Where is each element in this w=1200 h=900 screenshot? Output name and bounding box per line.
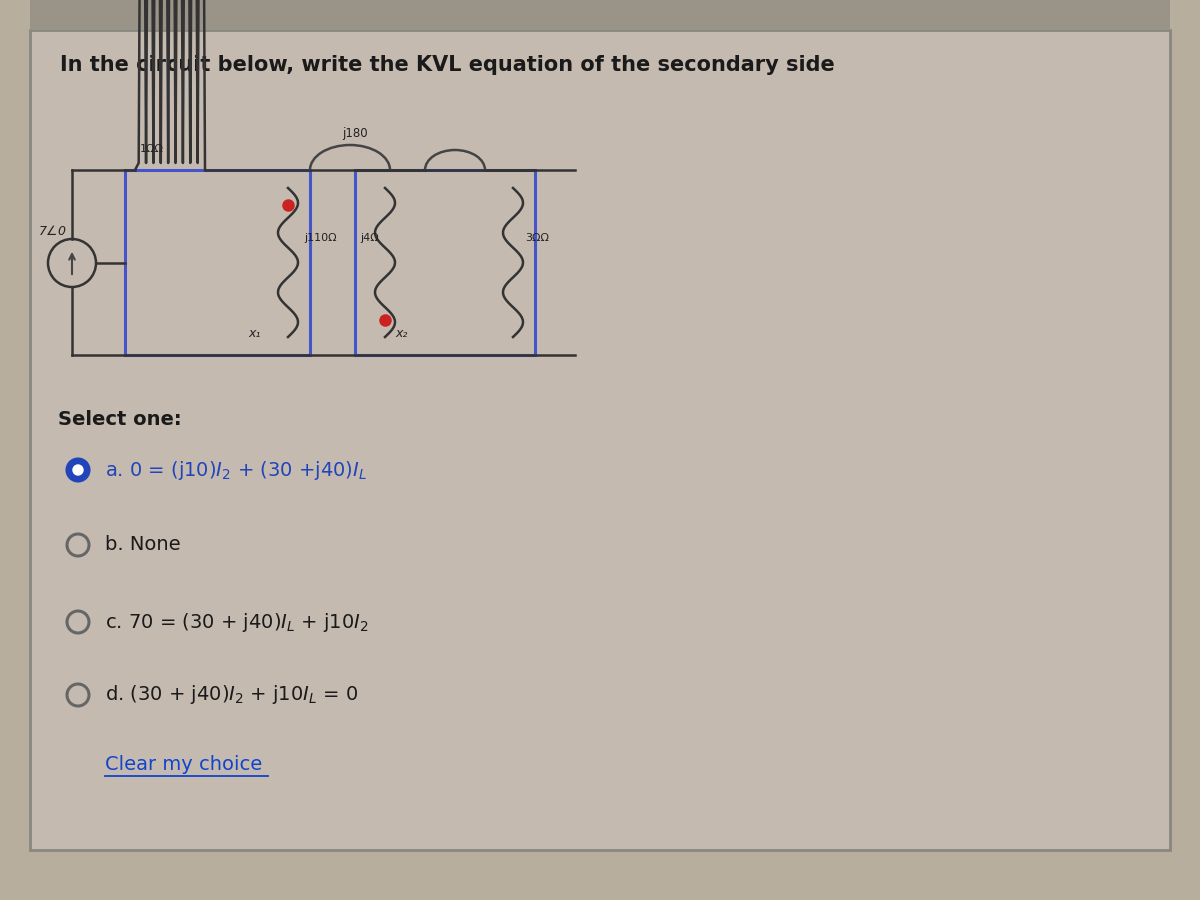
Text: j180: j180 xyxy=(342,127,368,140)
Text: j110Ω: j110Ω xyxy=(304,233,337,243)
Text: d. (30 + j40)$I_2$ + j10$I_L$ = 0: d. (30 + j40)$I_2$ + j10$I_L$ = 0 xyxy=(106,683,359,706)
Text: x₂: x₂ xyxy=(395,327,407,340)
Circle shape xyxy=(73,465,83,475)
Text: j4Ω: j4Ω xyxy=(360,233,379,243)
Text: x₁: x₁ xyxy=(248,327,260,340)
Text: Select one:: Select one: xyxy=(58,410,181,429)
Text: c. 70 = (30 + j40)$I_L$ + j10$I_2$: c. 70 = (30 + j40)$I_L$ + j10$I_2$ xyxy=(106,610,368,634)
Text: 1ΩΩ: 1ΩΩ xyxy=(140,144,164,154)
Text: In the circuit below, write the KVL equation of the secondary side: In the circuit below, write the KVL equa… xyxy=(60,55,835,75)
Text: a. 0 = (j10)$I_2$ + (30 +j40)$I_L$: a. 0 = (j10)$I_2$ + (30 +j40)$I_L$ xyxy=(106,458,367,482)
Circle shape xyxy=(67,459,89,481)
FancyBboxPatch shape xyxy=(30,30,1170,850)
Text: 3ΩΩ: 3ΩΩ xyxy=(526,233,550,243)
Text: Clear my choice: Clear my choice xyxy=(106,755,263,775)
Text: 7$\angle$0: 7$\angle$0 xyxy=(38,224,66,238)
Text: b. None: b. None xyxy=(106,536,181,554)
FancyBboxPatch shape xyxy=(30,0,1170,30)
